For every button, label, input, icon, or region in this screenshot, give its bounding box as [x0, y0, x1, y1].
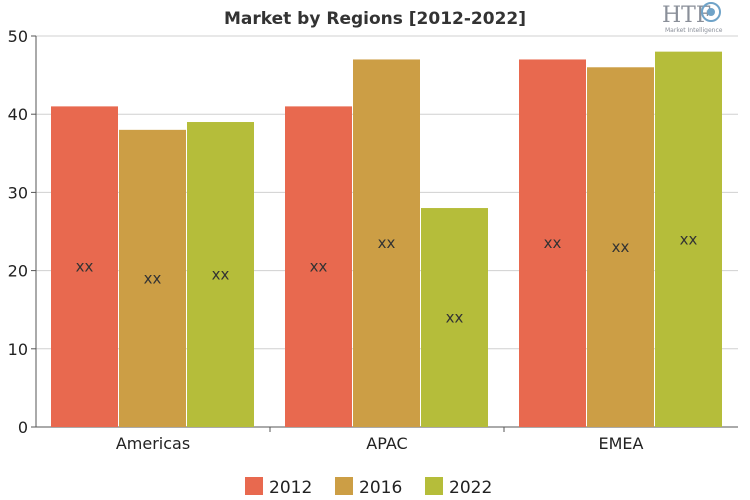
data-label: xx	[544, 234, 562, 252]
bar-2022-emea	[655, 51, 722, 427]
logo-subtext: Market Intelligence	[665, 27, 723, 34]
legend: 2012 2016 2022	[245, 477, 492, 498]
data-label: xx	[612, 238, 630, 256]
x-category-label: Americas	[116, 434, 190, 453]
y-tick-label: 20	[8, 262, 28, 281]
chart-title: Market by Regions [2012-2022]	[224, 9, 526, 29]
bar-2016-emea	[587, 67, 654, 427]
legend-label: 2012	[269, 478, 312, 498]
y-tick-label: 40	[8, 105, 28, 124]
legend-swatch-2016	[335, 477, 353, 495]
data-label: xx	[212, 266, 230, 284]
y-tick-label: 30	[8, 183, 28, 202]
y-tick-label: 10	[8, 340, 28, 359]
gear-globe-icon	[701, 2, 721, 22]
legend-label: 2016	[359, 478, 402, 498]
bar-2012-emea	[519, 59, 586, 428]
data-labels: xx xx xx xx xx xx xx xx xx	[76, 230, 698, 326]
legend-swatch-2022	[425, 477, 443, 495]
bar-2022-apac	[421, 208, 488, 427]
legend-label: 2022	[449, 478, 492, 498]
y-tick-label: 0	[18, 418, 28, 437]
data-label: xx	[144, 269, 162, 287]
data-label: xx	[310, 258, 328, 276]
bar-2022-americas	[187, 122, 254, 428]
bar-2012-apac	[285, 106, 352, 427]
data-label: xx	[76, 258, 94, 276]
axes: 0 10 20 30 40 50 Americas APAC EMEA	[8, 27, 738, 453]
bar-2016-apac	[353, 59, 420, 428]
bar-2012-americas	[51, 106, 118, 427]
bar-2016-americas	[119, 129, 186, 427]
legend-swatch-2012	[245, 477, 263, 495]
data-label: xx	[378, 234, 396, 252]
x-category-label: APAC	[366, 434, 407, 453]
data-label: xx	[446, 309, 464, 327]
data-label: xx	[680, 230, 698, 248]
bars	[51, 51, 722, 428]
brand-logo: HTF Market Intelligence	[662, 2, 723, 34]
x-category-label: EMEA	[599, 434, 644, 453]
y-tick-label: 50	[8, 27, 28, 46]
